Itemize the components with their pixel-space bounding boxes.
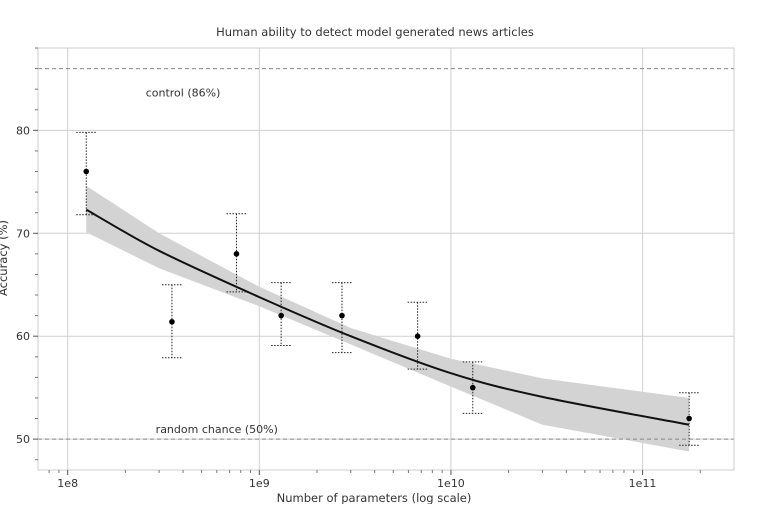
fit-curve — [85, 208, 690, 426]
x-tick-label: 1e9 — [249, 477, 270, 490]
x-axis-label: Number of parameters (log scale) — [277, 491, 472, 504]
fit-line — [85, 208, 690, 426]
data-point — [233, 251, 240, 257]
data-point — [469, 384, 476, 391]
data-point — [686, 415, 692, 422]
plot-frame — [37, 47, 735, 471]
x-tick-label: 1e11 — [629, 477, 657, 490]
reference-lines: control (86%) random chance (50%) — [38, 68, 734, 440]
y-tick-label: 50 — [16, 433, 30, 446]
data-points — [83, 168, 692, 422]
data-point — [83, 168, 90, 175]
reference-line-label: control (86%) — [146, 86, 221, 99]
error-bar — [462, 361, 483, 414]
error-bar — [76, 131, 97, 216]
y-tick-label: 80 — [16, 124, 30, 137]
chart-title: Human ability to detect model generated … — [216, 25, 534, 39]
y-tick-label: 70 — [16, 227, 30, 240]
confidence-band-area — [86, 185, 690, 452]
confidence-band — [86, 185, 690, 452]
data-point — [339, 312, 345, 319]
data-point — [169, 318, 175, 325]
axis-ticks: 1e8 1e9 1e10 1e11 50 60 70 80 — [16, 47, 701, 490]
error-bar — [331, 282, 352, 354]
error-bar — [679, 392, 700, 446]
x-tick-label: 1e10 — [437, 477, 465, 490]
y-axis-label: Accuracy (%) — [0, 220, 10, 296]
data-point — [278, 312, 284, 319]
y-tick-label: 60 — [16, 330, 30, 343]
data-point — [414, 333, 421, 339]
x-tick-label: 1e8 — [57, 477, 78, 490]
reference-line-label: random chance (50%) — [156, 423, 278, 436]
